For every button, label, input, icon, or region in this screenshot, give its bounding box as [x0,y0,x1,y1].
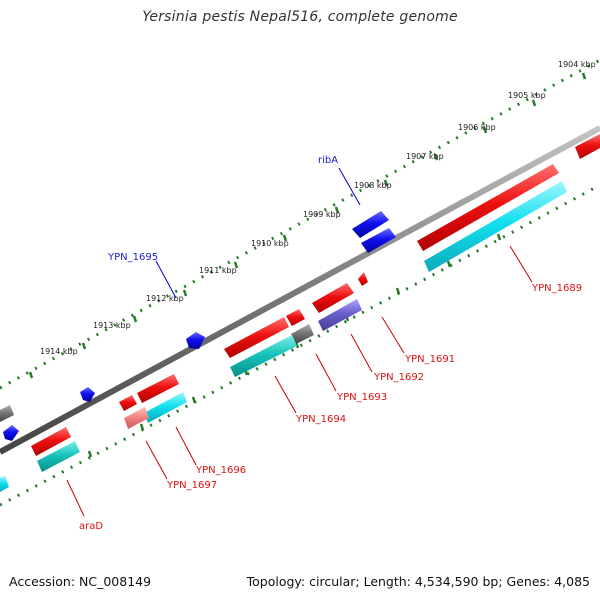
YPN_1696-leader [175,426,197,466]
topology-text: Topology: circular; Length: 4,534,590 bp… [246,574,590,589]
ruler-label-1908: 1908 kbp [354,181,392,190]
outer-ruler-major-ticks [28,72,587,379]
accession-text: Accession: NC_008149 [9,574,152,589]
label-leaders [66,167,533,517]
YPN_1692-leader [350,333,373,373]
YPN_1692-feature[interactable] [312,283,354,313]
blue-feature-small-3[interactable] [3,425,19,441]
reverse-gene-left-edge[interactable] [0,476,9,492]
ribA-feature[interactable] [352,211,389,238]
ribA-leader [338,167,361,206]
reverse-gene-gray-1693[interactable] [291,324,314,344]
YPN_1692-label[interactable]: YPN_1692 [373,372,424,383]
YPN_1694-feature[interactable] [224,317,289,358]
YPN_1689-label[interactable]: YPN_1689 [531,283,582,294]
gray-feature-left-edge[interactable] [0,405,14,422]
araD-leader [66,479,85,517]
ruler-label-1904: 1904 kbp [558,60,596,69]
YPN_1694-label[interactable]: YPN_1694 [295,414,346,425]
pseudo-gene-YPN_1697[interactable] [124,407,149,429]
ruler-label-1907: 1907 kbp [406,152,444,161]
reverse-genes [0,181,567,492]
YPN_1694-leader [274,375,297,414]
reverse-gene-araD[interactable] [37,441,80,472]
YPN_1691-label[interactable]: YPN_1691 [404,354,455,365]
ruler-labels: 1904 kbp 1905 kbp 1906 kbp 1907 kbp 1908… [40,60,596,356]
YPN_1693-label[interactable]: YPN_1693 [336,392,387,403]
forward-genes [31,134,600,456]
ruler-label-1905: 1905 kbp [508,91,546,100]
blue-feature-small-1[interactable] [186,332,205,349]
araD-feature[interactable] [31,427,71,456]
reverse-gene-YPN_1692[interactable] [318,299,362,331]
genome-backbone [0,125,600,455]
YPN_1695-label[interactable]: YPN_1695 [107,252,158,263]
gene-labels: ribA YPN_1695 YPN_1689 YPN_1691 YPN_1692… [79,155,582,532]
ruler-label-1910: 1910 kbp [251,239,289,248]
ruler-label-1911: 1911 kbp [199,266,237,275]
YPN_1697-feature[interactable] [119,395,137,411]
map-title: Yersinia pestis Nepal516, complete genom… [142,9,458,25]
YPN_1693-leader [315,353,337,392]
reverse-gene-YPN_1696[interactable] [144,392,187,423]
YPN_1696-feature[interactable] [137,374,179,403]
blue-feature-lower[interactable] [361,228,396,253]
ruler-label-1909: 1909 kbp [303,210,341,219]
YPN_1697-leader [145,440,168,480]
ruler-label-1912: 1912 kbp [146,294,184,303]
ruler-label-1906: 1906 kbp [458,123,496,132]
outer-ruler-track [0,58,600,390]
forward-gene-far-right[interactable] [575,134,600,159]
YPN_1697-label[interactable]: YPN_1697 [166,480,217,491]
ribA-label[interactable]: ribA [318,155,338,166]
YPN_1695-leader [155,260,177,299]
ruler-label-1914: 1914 kbp [40,347,78,356]
YPN_1691-leader [381,316,405,354]
YPN_1691-feature[interactable] [358,272,368,286]
YPN_1693-feature[interactable] [286,309,305,326]
reverse-gene-YPN_1694[interactable] [230,335,297,377]
YPN_1689-leader [509,245,533,283]
araD-label[interactable]: araD [79,521,103,532]
YPN_1689-feature[interactable] [417,164,559,251]
reverse-gene-YPN_1689[interactable] [424,181,567,272]
rna-features [3,211,396,441]
blue-feature-small-2[interactable] [80,387,95,402]
YPN_1696-label[interactable]: YPN_1696 [195,465,246,476]
ruler-label-1913: 1913 kbp [93,321,131,330]
